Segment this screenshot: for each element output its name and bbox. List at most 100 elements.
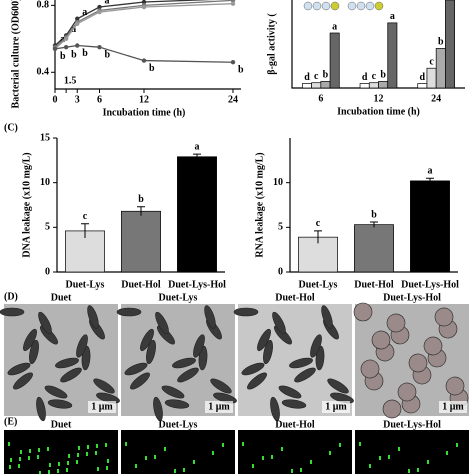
- tube-icon: [374, 1, 384, 11]
- bar: [302, 83, 312, 89]
- cell-dot: [154, 455, 156, 459]
- point: [97, 9, 102, 15]
- y-axis-label: Bacterial culture (OD600): [10, 0, 21, 108]
- x-tick-label: Duet-Lys-Hol: [401, 279, 459, 290]
- cell-dot: [38, 448, 40, 452]
- cell: [7, 362, 31, 376]
- y-tick-label: 0.4: [37, 67, 50, 78]
- cell: [386, 313, 406, 333]
- letter: b: [82, 48, 88, 59]
- cell-dot: [39, 471, 41, 474]
- cell: [321, 305, 333, 329]
- error-bar: [137, 206, 145, 216]
- letter: a: [149, 0, 154, 1]
- error-bar: [426, 177, 434, 184]
- cell-dot: [417, 468, 419, 472]
- letter: a: [60, 34, 65, 45]
- cell-dot: [58, 462, 60, 466]
- y-axis-label: DNA leakage (x10 mg/L): [21, 152, 32, 257]
- letter: b: [438, 37, 444, 48]
- letter: a: [82, 7, 87, 18]
- cell: [310, 334, 322, 358]
- x-tick-label: Duet-Hol: [121, 279, 161, 290]
- cell: [278, 385, 302, 399]
- letter: b: [371, 209, 377, 220]
- cell: [76, 334, 88, 358]
- cell: [408, 353, 428, 373]
- cell-dot: [388, 455, 390, 459]
- cell-dot: [339, 443, 341, 447]
- x-tick-label: Duet-Lys: [299, 279, 338, 290]
- cell: [140, 328, 154, 352]
- letter: b: [238, 65, 244, 76]
- cell: [193, 334, 205, 358]
- letter: c: [314, 71, 319, 82]
- fluorescence-label: Duet: [51, 419, 72, 430]
- cell-dot: [77, 453, 79, 457]
- bar: [417, 83, 428, 89]
- cell-dot: [310, 460, 312, 464]
- tube-icon: [312, 1, 322, 11]
- x-tick-label: 12: [139, 94, 149, 105]
- panel-label: (E): [4, 416, 17, 427]
- cell-dot: [300, 468, 302, 472]
- panel-label: (C): [4, 122, 18, 133]
- bar: [368, 82, 379, 89]
- cell-dot: [446, 451, 448, 455]
- bar: [387, 22, 398, 89]
- cell: [60, 367, 82, 383]
- letter: c: [429, 56, 434, 67]
- letter: b: [380, 70, 386, 81]
- cell-dot: [86, 452, 88, 456]
- cell: [29, 339, 39, 365]
- axes: [291, 0, 465, 89]
- cell-dot: [379, 456, 381, 460]
- x-tick-label: 24: [431, 93, 441, 104]
- cell: [204, 305, 216, 329]
- cell-dot: [398, 447, 400, 451]
- x-tick-label: 1.5: [64, 75, 77, 86]
- error-bar: [81, 223, 89, 239]
- cell-dot: [183, 468, 185, 472]
- letter: c: [372, 71, 377, 82]
- letter: a: [105, 0, 110, 6]
- cell: [116, 307, 142, 317]
- cell: [281, 399, 307, 409]
- cell-dot: [427, 460, 429, 464]
- y-axis-label: β-gal activity (: [266, 13, 277, 75]
- cell: [382, 399, 402, 419]
- cell-dot: [135, 464, 137, 468]
- point: [141, 0, 147, 5]
- x-axis-label: Incubation time (h): [103, 107, 186, 118]
- bar: [359, 83, 370, 89]
- cell: [38, 311, 52, 335]
- cell: [294, 367, 316, 383]
- cell-dot: [95, 451, 97, 455]
- y-tick-label: 10: [40, 177, 50, 188]
- y-tick-label: 0: [45, 266, 50, 277]
- bar: [320, 81, 331, 89]
- x-tick-label: 12: [374, 93, 384, 104]
- letter: c: [83, 211, 88, 222]
- cell-dot: [76, 460, 78, 464]
- line: [54, 3, 234, 50]
- bar: [435, 48, 446, 89]
- cell: [371, 330, 391, 350]
- cell-dot: [105, 443, 107, 447]
- cell-dot: [145, 456, 147, 460]
- cell-dot: [37, 455, 39, 459]
- cell-dot: [359, 442, 361, 446]
- letter: d: [304, 72, 310, 83]
- cell-dot: [66, 468, 68, 472]
- cell-dot: [164, 447, 166, 451]
- cell: [146, 339, 156, 365]
- cell-dot: [8, 442, 10, 446]
- cell-dot: [107, 459, 109, 463]
- cell: [0, 307, 25, 317]
- tube-icon: [365, 1, 375, 11]
- cell: [210, 378, 232, 394]
- cell: [36, 396, 46, 422]
- point: [75, 43, 80, 48]
- y-tick-label: 15: [40, 132, 50, 143]
